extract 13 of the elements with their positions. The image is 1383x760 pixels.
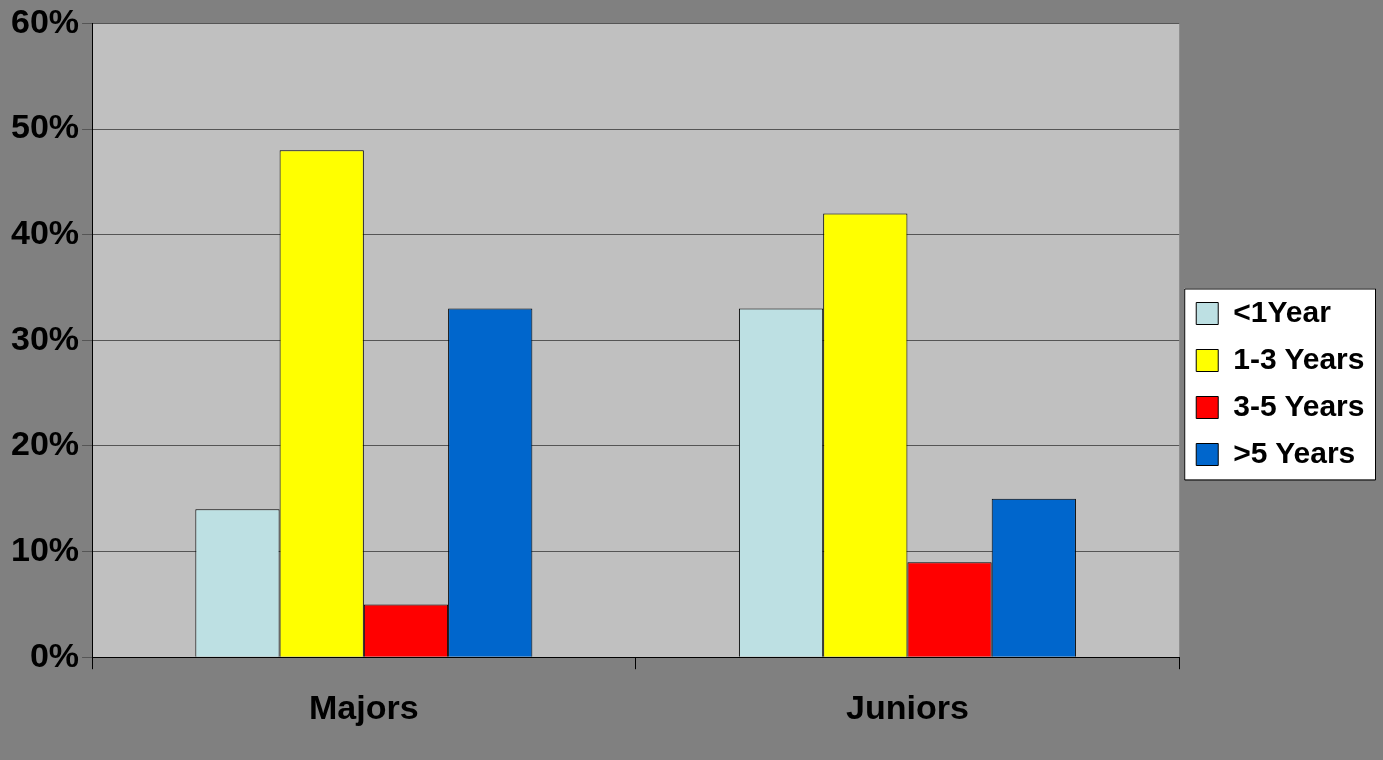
y-tick-label: 10% [10,529,80,568]
y-tick-label: 30% [10,318,80,357]
y-tick-label: 20% [10,424,80,463]
legend-label: >5 Years [1233,435,1356,469]
y-tick-label: 50% [10,107,80,146]
y-tick-label: 60% [10,1,80,40]
y-tick-label: 40% [10,213,80,252]
legend-label: <1Year [1233,294,1332,328]
legend-label: 1-3 Years [1233,341,1365,375]
x-tick-label: Juniors [846,687,969,726]
x-tick-label: Majors [309,687,419,726]
y-tick-label: 0% [29,635,80,674]
legend-label: 3-5 Years [1233,388,1365,422]
